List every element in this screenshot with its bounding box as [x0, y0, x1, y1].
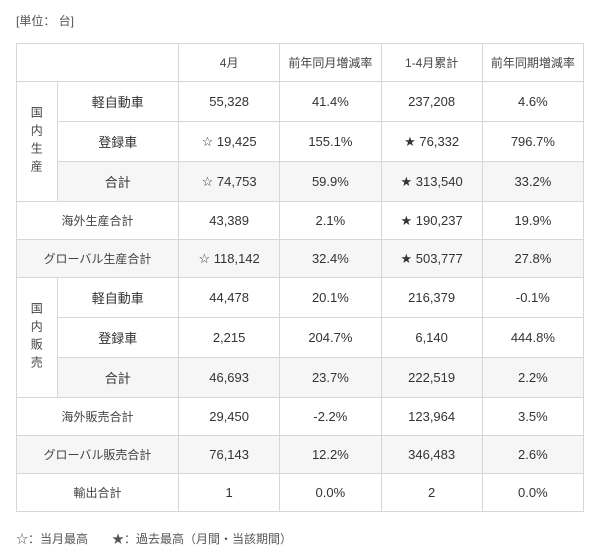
cell: 6,140	[381, 318, 482, 358]
cell: 41.4%	[280, 82, 381, 122]
table-row: グローバル販売合計 76,143 12.2% 346,483 2.6%	[17, 436, 584, 474]
domestic-sales-vlabel: 国内販売	[17, 278, 58, 398]
header-blank	[17, 44, 179, 82]
table-row: 国内販売 軽自動車 44,478 20.1% 216,379 -0.1%	[17, 278, 584, 318]
row-label: 登録車	[57, 318, 179, 358]
cell: 29,450	[179, 398, 280, 436]
domestic-prod-vlabel: 国内生産	[17, 82, 58, 202]
cell: 204.7%	[280, 318, 381, 358]
cell: 796.7%	[482, 122, 583, 162]
cell: ★ 76,332	[381, 122, 482, 162]
row-label: グローバル生産合計	[17, 240, 179, 278]
unit-label: [単位： 台]	[16, 12, 584, 29]
cell: 27.8%	[482, 240, 583, 278]
cell: -2.2%	[280, 398, 381, 436]
cell: 12.2%	[280, 436, 381, 474]
cell: ☆ 19,425	[179, 122, 280, 162]
cell: ☆ 74,753	[179, 162, 280, 202]
col-apr: 4月	[179, 44, 280, 82]
header-row: 4月 前年同月増減率 1-4月累計 前年同期増減率	[17, 44, 584, 82]
row-label: 合計	[57, 162, 179, 202]
cell: 32.4%	[280, 240, 381, 278]
table-row: 輸出合計 1 0.0% 2 0.0%	[17, 474, 584, 512]
cell: 23.7%	[280, 358, 381, 398]
cell: 43,389	[179, 202, 280, 240]
cell: ☆ 118,142	[179, 240, 280, 278]
cell: 123,964	[381, 398, 482, 436]
cell: 2,215	[179, 318, 280, 358]
cell: 1	[179, 474, 280, 512]
cell: 2.2%	[482, 358, 583, 398]
cell: 59.9%	[280, 162, 381, 202]
table-row: 国内生産 軽自動車 55,328 41.4% 237,208 4.6%	[17, 82, 584, 122]
legend: ☆：当月最高 ★：過去最高（月間・当該期間）	[16, 530, 584, 547]
cell: 444.8%	[482, 318, 583, 358]
cell: 4.6%	[482, 82, 583, 122]
cell: 46,693	[179, 358, 280, 398]
row-label: 合計	[57, 358, 179, 398]
cell: ★ 190,237	[381, 202, 482, 240]
cell: 222,519	[381, 358, 482, 398]
cell: 2.1%	[280, 202, 381, 240]
table-row: 登録車 ☆ 19,425 155.1% ★ 76,332 796.7%	[17, 122, 584, 162]
row-label: 軽自動車	[57, 278, 179, 318]
row-label: 海外生産合計	[17, 202, 179, 240]
cell: 0.0%	[482, 474, 583, 512]
col-cumulative: 1-4月累計	[381, 44, 482, 82]
cell: 237,208	[381, 82, 482, 122]
table-row: 登録車 2,215 204.7% 6,140 444.8%	[17, 318, 584, 358]
table-row: 海外生産合計 43,389 2.1% ★ 190,237 19.9%	[17, 202, 584, 240]
row-label: 輸出合計	[17, 474, 179, 512]
cell: 19.9%	[482, 202, 583, 240]
cell: ★ 503,777	[381, 240, 482, 278]
cell: 44,478	[179, 278, 280, 318]
cell: 0.0%	[280, 474, 381, 512]
cell: 2	[381, 474, 482, 512]
row-label: 軽自動車	[57, 82, 179, 122]
data-table: 4月 前年同月増減率 1-4月累計 前年同期増減率 国内生産 軽自動車 55,3…	[16, 43, 584, 512]
cell: 216,379	[381, 278, 482, 318]
row-label: 登録車	[57, 122, 179, 162]
table-row: 合計 ☆ 74,753 59.9% ★ 313,540 33.2%	[17, 162, 584, 202]
table-row: グローバル生産合計 ☆ 118,142 32.4% ★ 503,777 27.8…	[17, 240, 584, 278]
cell: 155.1%	[280, 122, 381, 162]
cell: -0.1%	[482, 278, 583, 318]
cell: 55,328	[179, 82, 280, 122]
cell: 33.2%	[482, 162, 583, 202]
table-row: 合計 46,693 23.7% 222,519 2.2%	[17, 358, 584, 398]
col-mom-rate: 前年同月増減率	[280, 44, 381, 82]
cell: 3.5%	[482, 398, 583, 436]
col-yoy-rate: 前年同期増減率	[482, 44, 583, 82]
cell: ★ 313,540	[381, 162, 482, 202]
cell: 20.1%	[280, 278, 381, 318]
cell: 76,143	[179, 436, 280, 474]
row-label: 海外販売合計	[17, 398, 179, 436]
table-row: 海外販売合計 29,450 -2.2% 123,964 3.5%	[17, 398, 584, 436]
cell: 346,483	[381, 436, 482, 474]
row-label: グローバル販売合計	[17, 436, 179, 474]
cell: 2.6%	[482, 436, 583, 474]
